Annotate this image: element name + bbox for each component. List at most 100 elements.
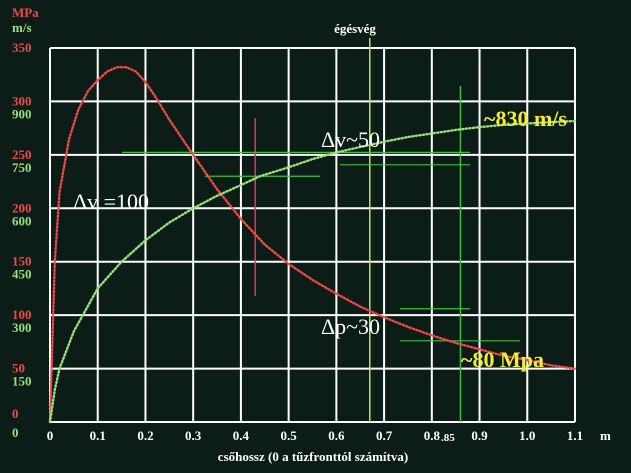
pressure-point — [550, 364, 552, 367]
velocity-point — [550, 121, 552, 123]
pressure-point — [478, 348, 481, 351]
pressure-point — [430, 334, 433, 337]
burnout-label: égésvég — [334, 21, 376, 36]
velocity-point — [478, 126, 481, 128]
pressure-point — [135, 70, 137, 73]
velocity-point — [383, 140, 385, 143]
pressure-point — [87, 89, 90, 92]
pressure-point — [454, 342, 457, 344]
pressure-point — [125, 66, 128, 69]
pressure-point — [240, 218, 242, 220]
pressure-point — [383, 316, 385, 319]
x-tick-label: 0.7 — [376, 428, 393, 443]
y-left-tick-label: 250 — [12, 147, 32, 162]
pressure-point — [144, 81, 147, 84]
tick-labels: 0 0.1 0.2 0.3 0.4 0.5 0.6 0.7 0.8 0.9 1.0 1.1 0 50 100… — [12, 40, 583, 443]
y-right-tick-label: 0 — [12, 425, 19, 440]
left-axis-unit-mpa: MPa — [12, 5, 39, 20]
pressure-point — [263, 243, 266, 246]
velocity-point — [144, 239, 147, 242]
velocity-point — [216, 194, 218, 197]
velocity-point — [240, 184, 242, 187]
pressure-point — [53, 260, 56, 263]
velocity-point — [168, 221, 171, 224]
pressure-point — [287, 263, 290, 265]
y-left-tick-label: 300 — [12, 93, 32, 108]
x-tick-label: 0.9 — [471, 428, 488, 443]
velocity-point — [454, 129, 457, 131]
pressure-point — [115, 66, 118, 69]
x-tick-label: 0.6 — [328, 428, 345, 443]
pressure-point — [311, 279, 314, 281]
y-left-tick-label: 0 — [12, 406, 19, 421]
y-right-tick-label: 450 — [12, 267, 32, 282]
y-left-tick-label: 350 — [12, 40, 32, 55]
y-right-tick-label: 750 — [12, 160, 32, 175]
pressure-point — [574, 367, 576, 370]
x-tick-label: 0.5 — [281, 428, 298, 443]
velocity-point — [49, 421, 51, 423]
velocity-point — [287, 166, 290, 169]
delta-v-100-label: Δv =100 — [73, 189, 149, 214]
vertical-markers — [122, 38, 520, 422]
pressure-point — [502, 354, 505, 357]
velocity-point — [502, 124, 505, 126]
x-tick-label: 1.1 — [567, 428, 583, 443]
y-right-tick-label: 300 — [12, 320, 32, 335]
marker-85-label: .85 — [441, 432, 455, 444]
x-tick-label: 1.0 — [519, 428, 535, 443]
pressure-point — [168, 118, 171, 121]
y-left-tick-label: 100 — [12, 307, 32, 322]
pressure-point — [77, 108, 80, 110]
x-tick-label: 0.1 — [90, 428, 106, 443]
velocity-point — [192, 207, 195, 210]
velocity-point — [335, 151, 338, 154]
pressure-point — [154, 95, 156, 97]
velocity-point — [407, 136, 409, 138]
pressure-point — [192, 154, 195, 156]
x-tick-label: 0.8 — [424, 428, 441, 443]
x-axis-label: csőhossz (0 a tűzfronttól számítva) — [218, 449, 408, 464]
pressure-point — [96, 79, 99, 81]
velocity-point — [526, 122, 529, 125]
pressure-point — [526, 359, 529, 361]
pressure-point — [335, 292, 338, 295]
left-axis-unit-ms: m/s — [12, 20, 32, 35]
pressure-point — [68, 137, 70, 140]
velocity-point — [53, 389, 56, 391]
delta-p-30-label: Δp~30 — [321, 314, 380, 339]
velocity-point — [311, 158, 314, 161]
velocity-point — [73, 330, 75, 333]
x-tick-label: 0.3 — [185, 428, 202, 443]
y-left-tick-label: 50 — [12, 361, 25, 376]
x-tick-label: 0 — [47, 428, 54, 443]
x-tick-label: 0.2 — [137, 428, 153, 443]
y-right-tick-label: 900 — [12, 106, 32, 121]
final-pressure-label: ~80 Mpa — [461, 347, 544, 372]
x-tick-label: 0.4 — [233, 428, 250, 443]
pressure-point — [216, 188, 218, 191]
velocity-point — [359, 146, 362, 148]
delta-v-50-label: Δv~50 — [321, 127, 380, 152]
data-curves — [48, 66, 577, 424]
velocity-point — [58, 367, 61, 370]
y-left-tick-label: 200 — [12, 200, 32, 215]
velocity-point — [574, 120, 576, 122]
pressure-point — [58, 191, 61, 194]
x-axis-unit: m — [600, 428, 611, 443]
velocity-point — [96, 287, 99, 290]
velocity-point — [259, 175, 261, 178]
pressure-point — [407, 326, 409, 328]
y-right-tick-label: 150 — [12, 374, 32, 389]
final-velocity-label: ~830 m/s — [484, 106, 567, 131]
y-left-tick-label: 150 — [12, 254, 32, 269]
velocity-point — [430, 132, 433, 135]
pressure-point — [359, 305, 362, 308]
grid — [49, 47, 576, 423]
velocity-point — [120, 260, 123, 263]
pressure-point — [106, 70, 109, 73]
y-right-tick-label: 600 — [12, 213, 32, 228]
